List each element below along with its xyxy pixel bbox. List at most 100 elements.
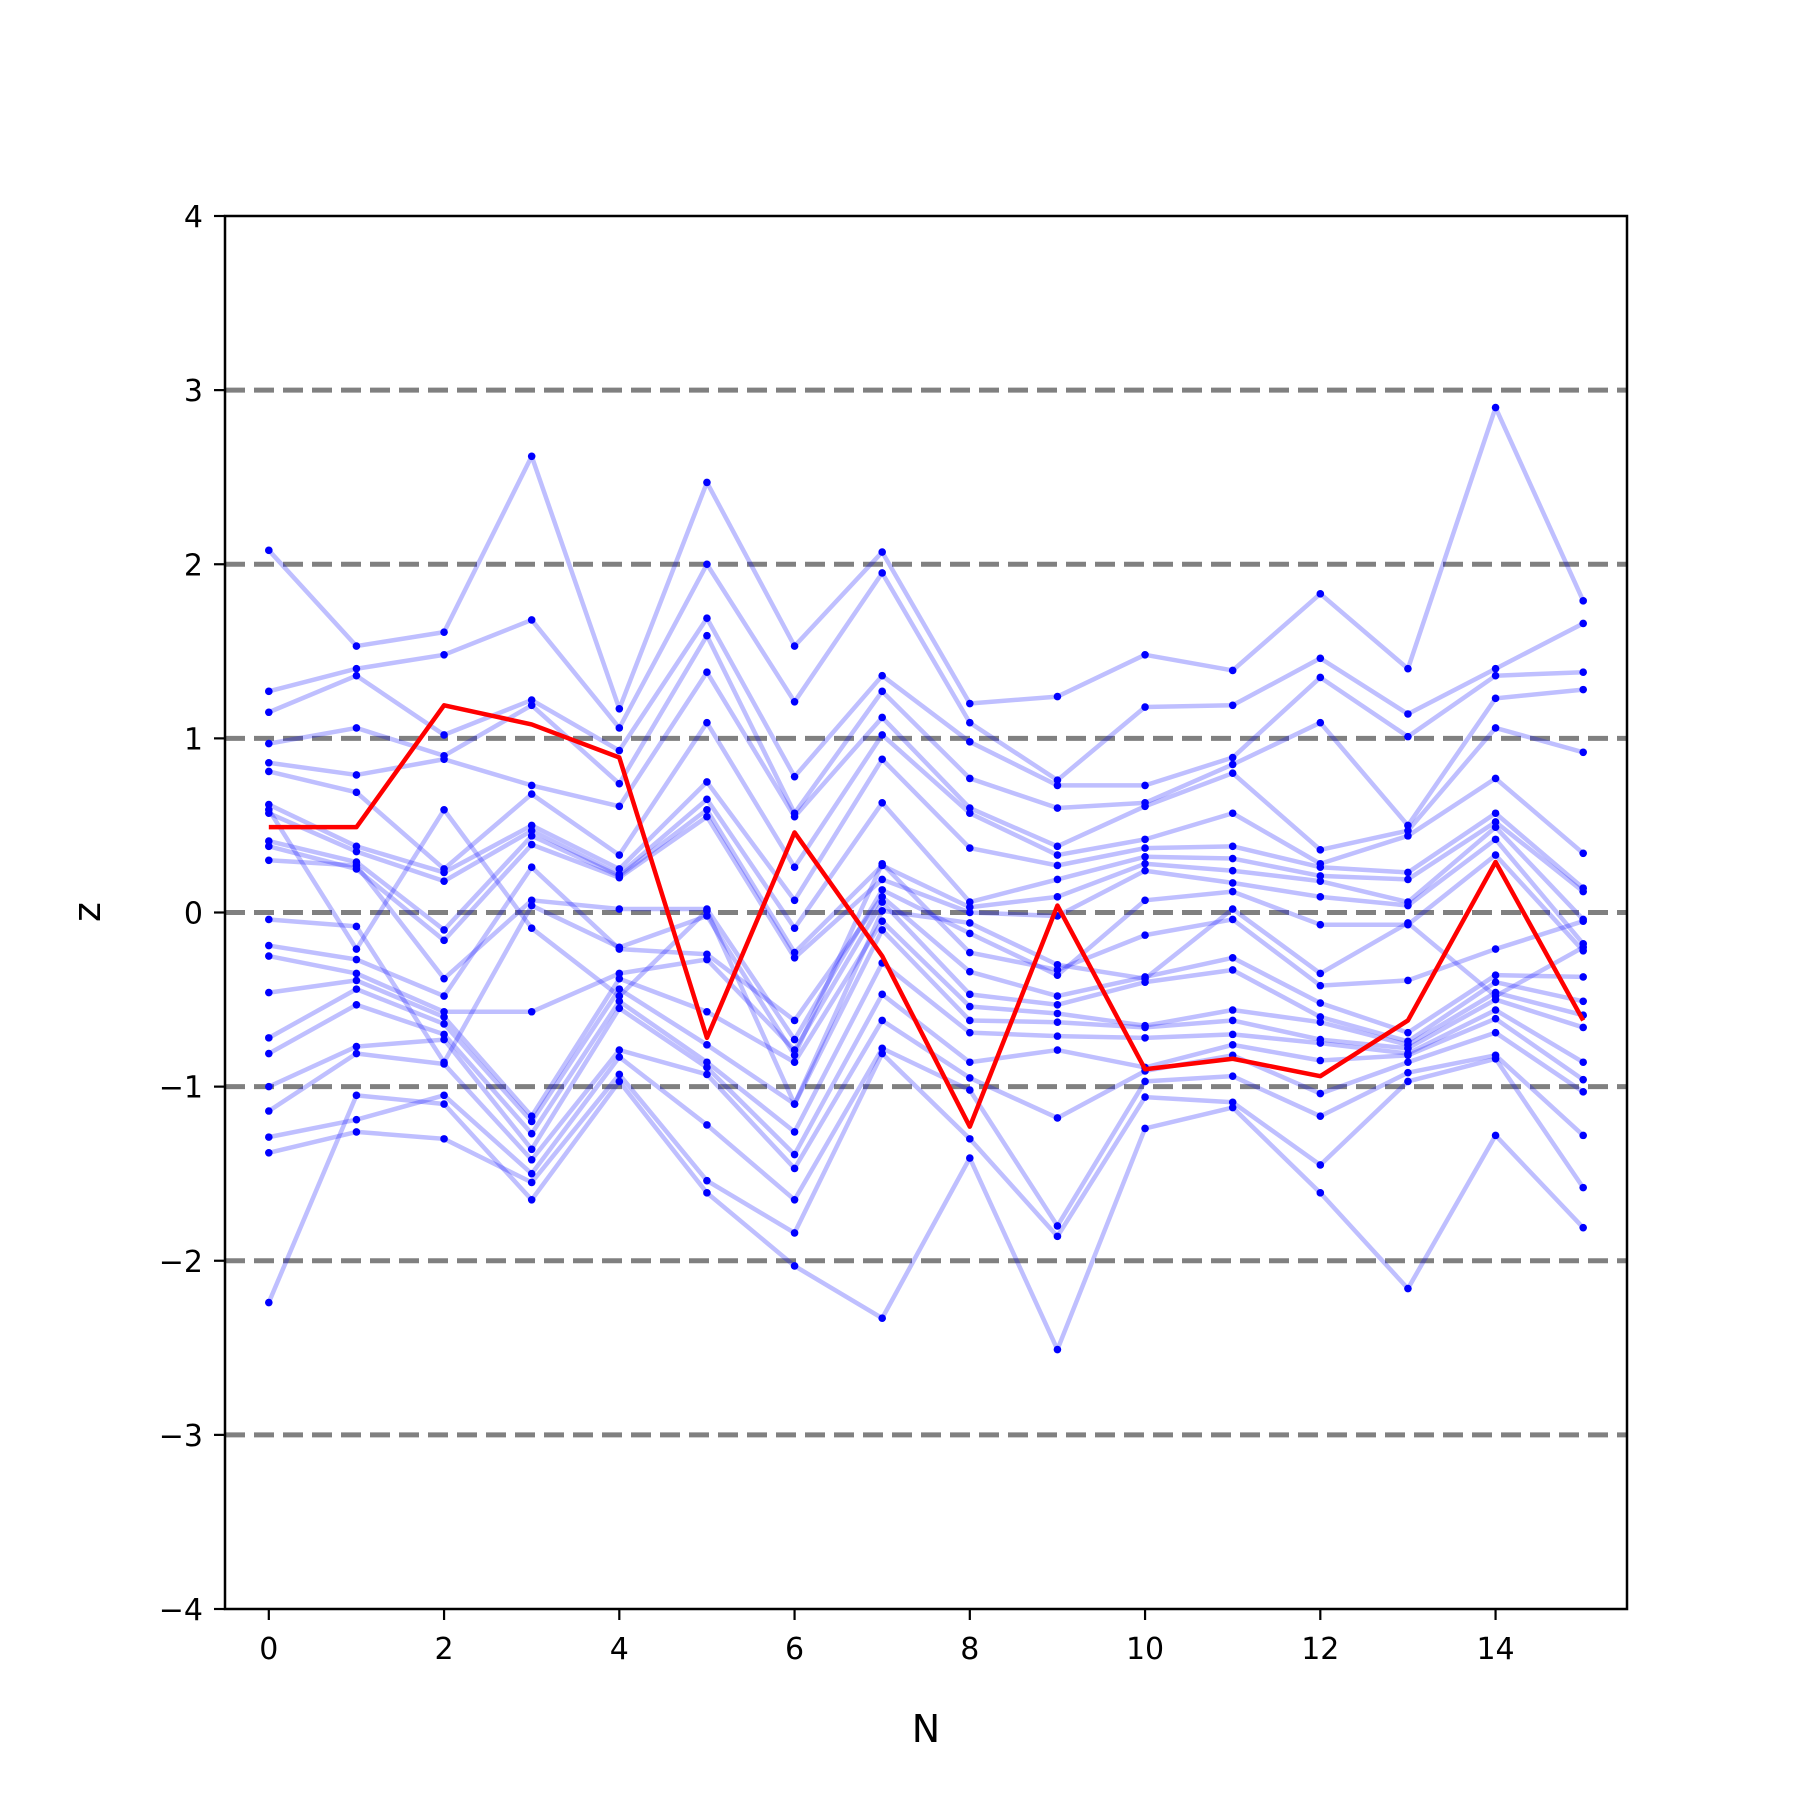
series-line-4	[267, 615, 1584, 788]
series-18-point-13	[1404, 901, 1412, 910]
series-8-point-6	[790, 812, 799, 821]
series-6-point-15	[1579, 685, 1587, 694]
y-tick-label-1: −3	[159, 1419, 203, 1454]
series-3-point-5	[703, 1176, 711, 1185]
series-8-point-0	[265, 758, 273, 767]
series-13-point-15	[1579, 1023, 1587, 1032]
series-8-point-13	[1404, 826, 1412, 835]
series-line-6	[268, 633, 1584, 828]
series-17-point-4	[615, 969, 624, 978]
highlight-series-line	[268, 703, 1586, 1129]
series-line-0	[267, 405, 1586, 712]
series-19-point-12	[1316, 999, 1325, 1007]
series-10-point-8	[966, 809, 974, 818]
series-15-point-9	[1053, 1009, 1062, 1018]
series-11-point-5	[703, 1058, 711, 1067]
series-3-point-4	[615, 1070, 624, 1079]
series-0-point-15	[1579, 597, 1587, 605]
series-17-point-3	[527, 1007, 536, 1016]
series-22-point-2	[440, 805, 448, 814]
series-7-point-8	[966, 1074, 974, 1082]
series-6-point-0	[265, 739, 273, 748]
series-4-point-1	[352, 671, 361, 680]
x-axis-ticks: 0 2 4 6 8 10 12 14	[259, 1609, 1515, 1667]
series-18-point-14	[1491, 835, 1500, 844]
series-0-point-13	[1404, 664, 1412, 673]
series-22-point-14	[1491, 992, 1500, 1000]
series-19-point-0	[265, 941, 273, 950]
series-6-point-1	[352, 724, 361, 732]
series-18-point-2	[440, 936, 448, 945]
series-3-point-10	[1141, 1093, 1149, 1101]
series-5-point-1	[352, 1115, 361, 1124]
series-7-point-9	[1053, 1114, 1062, 1122]
series-22-point-4	[615, 992, 624, 1000]
series-18-point-10	[1141, 866, 1149, 875]
series-12-point-2	[440, 868, 448, 877]
series-4-point-6	[790, 772, 799, 781]
series-2-point-1	[352, 664, 361, 673]
series-2-point-15	[1579, 619, 1587, 628]
series-6-point-3	[527, 701, 536, 710]
series-14-point-13	[1404, 875, 1412, 884]
series-14-point-12	[1316, 872, 1325, 880]
series-12-point-12	[1316, 863, 1325, 872]
series-20-point-8	[966, 929, 974, 938]
series-line-15	[268, 918, 1584, 1119]
series-16-point-6	[790, 948, 799, 957]
series-19-point-5	[703, 950, 711, 959]
series-22-point-12	[1316, 969, 1325, 978]
series-9-point-12	[1316, 1056, 1325, 1065]
series-21-point-13	[1404, 976, 1412, 985]
series-0-point-11	[1228, 666, 1237, 675]
series-22-point-7	[878, 906, 886, 915]
y-tick-label-0: −4	[159, 1593, 203, 1628]
series-12-point-11	[1228, 842, 1237, 851]
series-14-point-2	[440, 877, 448, 885]
series-4-point-15	[1579, 668, 1587, 677]
series-10-point-6	[790, 863, 799, 872]
series-20-point-4	[615, 905, 624, 913]
series-6-point-4	[615, 779, 624, 788]
series-13-point-0	[265, 1034, 273, 1042]
series-line-13	[267, 927, 1584, 1124]
series-17-point-5	[703, 955, 711, 964]
series-22-point-8	[966, 919, 974, 927]
series-5-point-4	[615, 1053, 624, 1061]
series-5-point-15	[1579, 1131, 1587, 1140]
series-19-point-11	[1228, 953, 1237, 962]
series-1-point-2	[440, 1100, 448, 1108]
series-17-point-14	[1491, 978, 1500, 986]
series-0-point-12	[1316, 590, 1325, 598]
series-7-point-5	[703, 1070, 711, 1079]
series-19-point-6	[790, 1016, 799, 1025]
series-9-point-15	[1579, 1075, 1587, 1084]
series-7-point-0	[265, 1107, 273, 1115]
series-2-point-6	[790, 698, 799, 706]
series-0-point-0	[265, 546, 273, 555]
series-13-point-4	[615, 985, 624, 993]
series-21-point-15	[1579, 917, 1587, 926]
series-10-point-9	[1053, 851, 1062, 859]
series-21-point-5	[703, 912, 711, 920]
series-7-point-13	[1404, 1058, 1412, 1067]
series-0-point-8	[966, 699, 974, 708]
series-17-point-7	[878, 898, 886, 906]
series-22-point-13	[1404, 919, 1412, 927]
series-line-19	[268, 864, 1584, 1035]
series-17-point-6	[790, 1046, 799, 1054]
series-3-point-15	[1579, 1183, 1587, 1192]
series-12-point-14	[1491, 809, 1500, 818]
series-17-point-9	[1053, 1000, 1062, 1009]
series-6-point-14	[1491, 694, 1500, 703]
series-1-point-3	[527, 1196, 536, 1204]
series-12-point-4	[615, 865, 624, 873]
series-18-point-4	[615, 873, 624, 882]
series-4-point-0	[265, 708, 273, 717]
series-14-point-11	[1228, 854, 1237, 863]
series-21-point-4	[615, 943, 624, 952]
series-12-point-10	[1141, 844, 1149, 852]
series-2-point-0	[265, 687, 273, 696]
series-21-point-3	[527, 901, 536, 910]
